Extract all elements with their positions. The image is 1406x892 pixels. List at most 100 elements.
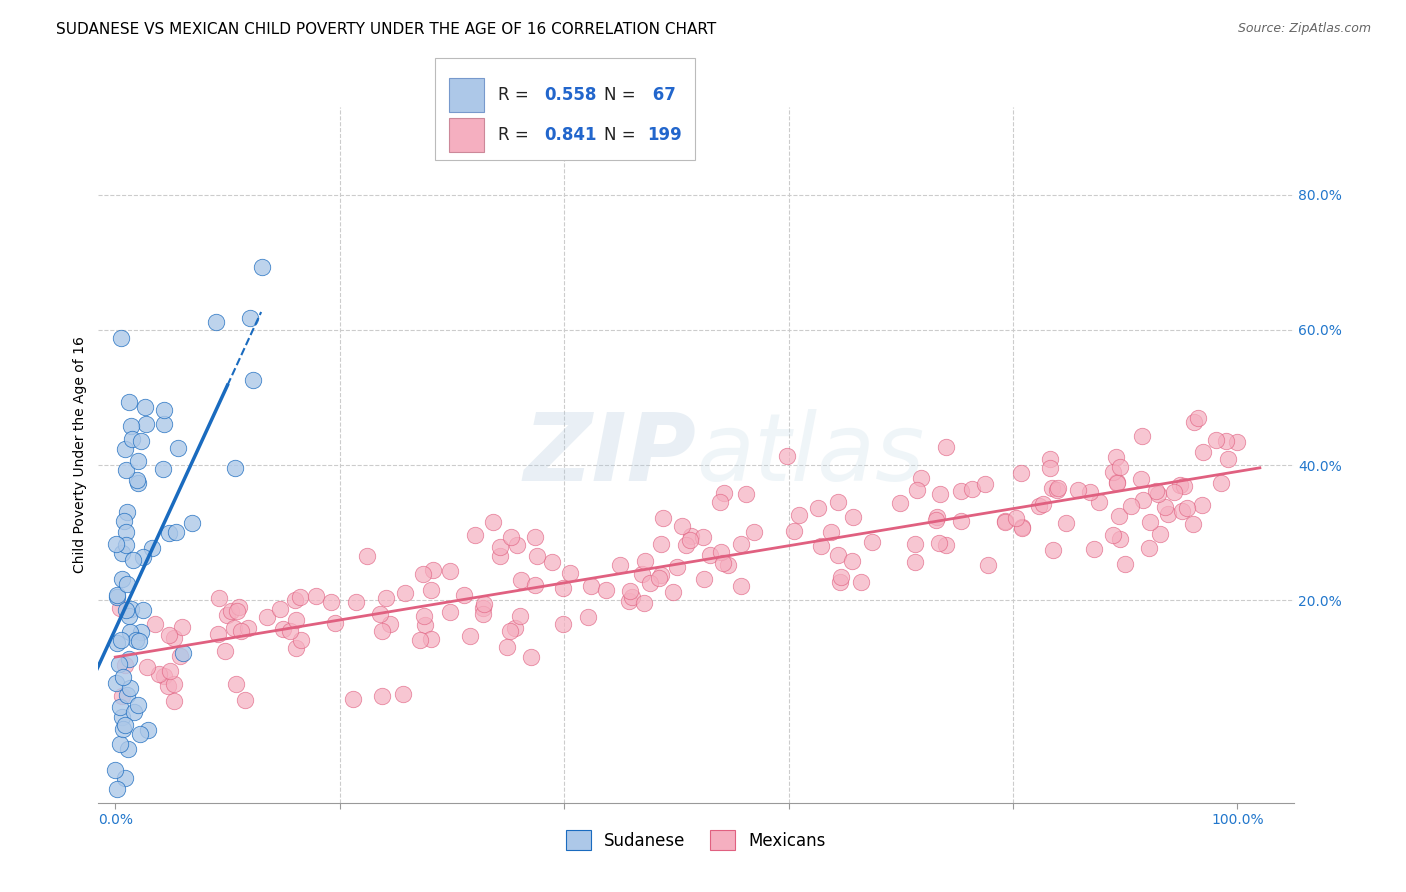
Point: [1168, 478, 1191, 492]
Point: [129, 624, 152, 639]
Point: [129, 726, 152, 740]
Point: [127, 453, 149, 467]
Point: [120, 681, 142, 695]
Point: [827, 494, 849, 508]
Point: [506, 538, 529, 552]
Point: [134, 400, 156, 414]
Point: [1175, 500, 1198, 515]
Point: [269, 602, 291, 616]
Point: [152, 462, 174, 476]
Point: [228, 599, 250, 614]
Point: [391, 687, 413, 701]
Point: [482, 515, 505, 529]
Point: [974, 477, 997, 491]
Point: [619, 583, 641, 598]
Point: [115, 463, 138, 477]
Point: [110, 710, 132, 724]
Point: [108, 700, 131, 714]
Point: [162, 676, 184, 690]
Point: [553, 581, 575, 595]
Point: [1173, 479, 1195, 493]
Point: [105, 588, 128, 602]
Point: [108, 657, 131, 671]
Point: [132, 603, 155, 617]
Point: [115, 603, 138, 617]
Point: [419, 583, 441, 598]
Point: [662, 585, 685, 599]
Point: [108, 737, 131, 751]
Point: [284, 592, 307, 607]
Point: [713, 556, 735, 570]
Point: [977, 558, 1000, 572]
Point: [1045, 483, 1067, 498]
Point: [458, 629, 481, 643]
Point: [1054, 516, 1077, 530]
Point: [928, 536, 950, 550]
Point: [709, 495, 731, 509]
Point: [205, 314, 228, 328]
Point: [734, 487, 756, 501]
Point: [111, 546, 134, 560]
Point: [124, 633, 146, 648]
Point: [118, 394, 141, 409]
Point: [111, 572, 134, 586]
Point: [136, 723, 159, 738]
Point: [105, 636, 128, 650]
FancyBboxPatch shape: [449, 78, 484, 112]
Y-axis label: Child Poverty Under the Age of 16: Child Poverty Under the Age of 16: [73, 336, 87, 574]
Point: [131, 550, 153, 565]
Text: 0.558: 0.558: [544, 86, 598, 104]
Point: [207, 627, 229, 641]
Point: [841, 554, 863, 568]
Point: [903, 537, 925, 551]
Point: [692, 531, 714, 545]
Point: [117, 577, 139, 591]
Point: [1039, 460, 1062, 475]
Point: [127, 475, 149, 490]
Point: [1047, 481, 1070, 495]
Point: [1039, 452, 1062, 467]
Point: [692, 572, 714, 586]
Point: [928, 486, 950, 500]
Point: [648, 571, 671, 585]
Point: [1218, 452, 1240, 467]
Point: [650, 568, 672, 582]
Point: [935, 538, 957, 552]
Point: [422, 563, 444, 577]
Point: [505, 621, 527, 635]
Text: 67: 67: [647, 86, 676, 104]
Point: [371, 689, 394, 703]
Point: [224, 461, 246, 475]
Point: [290, 632, 312, 647]
Point: [620, 590, 643, 604]
Point: [1011, 521, 1033, 535]
Point: [1066, 483, 1088, 497]
Point: [1040, 481, 1063, 495]
Point: [152, 403, 174, 417]
Point: [1137, 541, 1160, 556]
Point: [579, 579, 602, 593]
Point: [488, 540, 510, 554]
Point: [413, 618, 436, 632]
Point: [111, 723, 134, 737]
Point: [1132, 492, 1154, 507]
Point: [551, 616, 574, 631]
Point: [165, 525, 187, 540]
Point: [157, 526, 180, 541]
Point: [111, 670, 134, 684]
Point: [1042, 542, 1064, 557]
Point: [1108, 459, 1130, 474]
Point: [499, 530, 522, 544]
Point: [633, 554, 655, 568]
Point: [1182, 516, 1205, 531]
Point: [1083, 542, 1105, 557]
Point: [141, 541, 163, 555]
Point: [104, 676, 127, 690]
Point: [181, 516, 204, 531]
Point: [1130, 429, 1153, 443]
Point: [927, 510, 949, 524]
Point: [1144, 484, 1167, 499]
Point: [699, 548, 721, 562]
Point: [110, 331, 132, 345]
Point: [323, 616, 346, 631]
